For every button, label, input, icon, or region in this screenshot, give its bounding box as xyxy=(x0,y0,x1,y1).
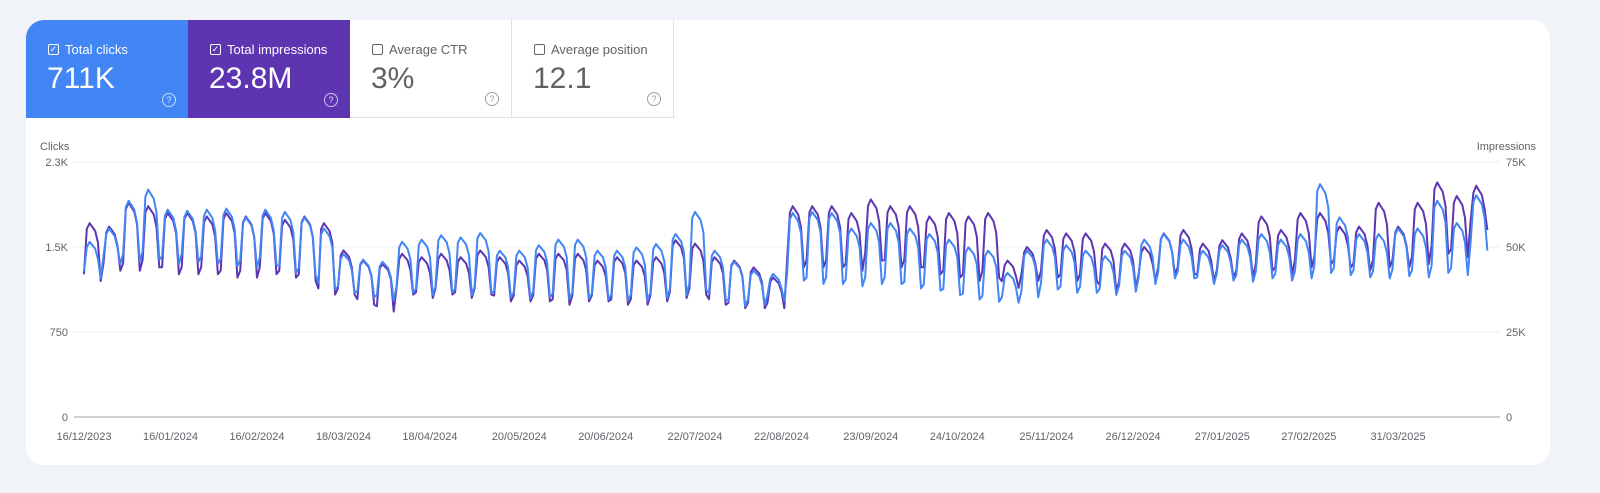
help-icon[interactable]: ? xyxy=(324,93,338,107)
card-value: 3% xyxy=(371,62,415,95)
x-tick-label: 16/01/2024 xyxy=(143,431,198,443)
card-average-ctr[interactable]: Average CTR 3% ? xyxy=(350,20,512,118)
checkbox-unchecked-icon[interactable] xyxy=(372,44,383,55)
card-average-position[interactable]: Average position 12.1 ? xyxy=(512,20,674,118)
card-label: Total impressions xyxy=(227,42,328,57)
left-tick-label: 1.5K xyxy=(45,242,68,254)
x-tick-label: 18/04/2024 xyxy=(402,431,457,443)
checkbox-checked-icon[interactable]: ✓ xyxy=(210,44,221,55)
x-tick-label: 27/01/2025 xyxy=(1195,431,1250,443)
x-tick-label: 23/09/2024 xyxy=(843,431,898,443)
x-tick-label: 26/12/2024 xyxy=(1106,431,1161,443)
help-icon[interactable]: ? xyxy=(162,93,176,107)
right-tick-label: 25K xyxy=(1506,327,1526,339)
x-tick-label: 22/08/2024 xyxy=(754,431,809,443)
performance-chart: 0 0 750 25K 1.5K 50K 2.3K 75K Clicks Impressions 1… xyxy=(40,141,1537,443)
x-tick-label: 25/11/2024 xyxy=(1019,431,1073,443)
x-tick-label: 20/05/2024 xyxy=(492,431,547,443)
right-tick-label: 50K xyxy=(1506,242,1526,254)
card-label: Average position xyxy=(551,42,648,57)
card-label: Total clicks xyxy=(65,42,128,57)
performance-panel: ✓ Total clicks 711K ? ✓ Total impressions … xyxy=(26,20,1550,465)
left-tick-label: 750 xyxy=(50,327,68,339)
right-axis-label: Impressions xyxy=(1477,141,1537,153)
x-tick-label: 31/03/2025 xyxy=(1371,431,1426,443)
card-total-impressions[interactable]: ✓ Total impressions 23.8M ? xyxy=(188,20,350,118)
card-label: Average CTR xyxy=(389,42,468,57)
left-axis-label: Clicks xyxy=(40,141,70,153)
right-tick-label: 75K xyxy=(1506,157,1526,169)
left-tick-label: 0 xyxy=(62,412,68,424)
help-icon[interactable]: ? xyxy=(647,92,661,106)
metric-cards: ✓ Total clicks 711K ? ✓ Total impressions … xyxy=(26,20,674,118)
left-tick-label: 2.3K xyxy=(45,157,68,169)
help-icon[interactable]: ? xyxy=(485,92,499,106)
card-value: 711K xyxy=(47,62,115,95)
card-value: 23.8M xyxy=(209,62,293,95)
card-total-clicks[interactable]: ✓ Total clicks 711K ? xyxy=(26,20,188,118)
series-line-clicks xyxy=(83,183,1489,308)
right-tick-label: 0 xyxy=(1506,412,1512,424)
x-tick-label: 18/03/2024 xyxy=(316,431,371,443)
checkbox-unchecked-icon[interactable] xyxy=(534,44,545,55)
card-value: 12.1 xyxy=(533,62,592,95)
x-tick-label: 16/02/2024 xyxy=(229,431,284,443)
x-tick-label: 20/06/2024 xyxy=(578,431,633,443)
x-tick-label: 22/07/2024 xyxy=(667,431,722,443)
x-tick-label: 16/12/2023 xyxy=(56,431,111,443)
x-tick-label: 24/10/2024 xyxy=(930,431,985,443)
x-tick-label: 27/02/2025 xyxy=(1281,431,1336,443)
checkbox-checked-icon[interactable]: ✓ xyxy=(48,44,59,55)
